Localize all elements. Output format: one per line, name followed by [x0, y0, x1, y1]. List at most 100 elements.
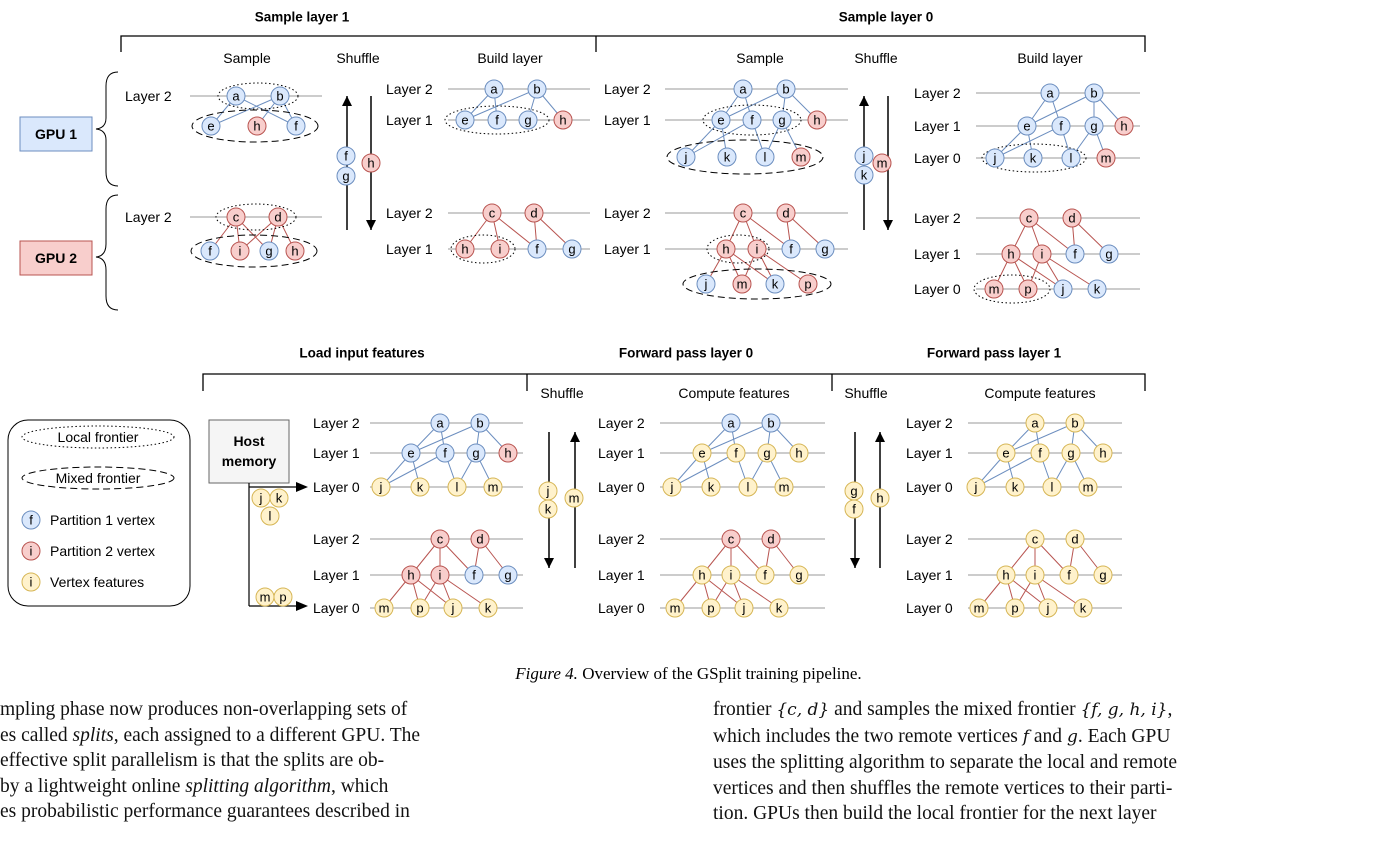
vertex-letter-e: e: [207, 119, 214, 134]
vertex-letter-p: p: [1024, 282, 1031, 297]
vertex-letter-h: h: [407, 568, 414, 583]
local-frontier: [973, 274, 1051, 304]
vertex-letter-a: a: [1046, 86, 1054, 101]
layer-1-label: Layer 1: [914, 118, 961, 134]
vertex-letter-h: h: [253, 119, 260, 134]
vertex-f: [755, 565, 775, 585]
header-forward-0: Forward pass layer 0: [619, 346, 753, 361]
vertex-letter-h: h: [722, 242, 729, 257]
layer-2-label: Layer 2: [914, 85, 961, 101]
header-load-features: Load input features: [299, 346, 424, 361]
vertex-letter-i: i: [1041, 247, 1044, 262]
vertex-f: [1065, 244, 1085, 264]
left-line-2: es called splits, each assigned to a dif…: [0, 724, 421, 746]
vertex-g: [772, 110, 792, 130]
vertex-letter-g: g: [524, 113, 531, 128]
vertex-letter-c: c: [437, 532, 444, 547]
layer-2-label: Layer 2: [598, 415, 645, 431]
vertex-m: [665, 598, 685, 618]
header-sample-layer-1: Sample layer 1: [255, 10, 350, 25]
layer-0-label: Layer 0: [914, 281, 961, 297]
vertex-letter-b: b: [782, 82, 789, 97]
vertex-letter-k: k: [772, 277, 779, 292]
vertex-a: [226, 86, 246, 106]
shuffle-arrow-down-head: [850, 558, 860, 568]
right-line-5: tion. GPUs then build the local frontier…: [713, 803, 1157, 824]
vertex-h: [498, 443, 518, 463]
vertex-letter-b: b: [533, 82, 540, 97]
layer-1-label: Layer 1: [604, 112, 651, 128]
gpu1-label: GPU 1: [35, 126, 77, 142]
vertex-letter-f: f: [750, 113, 754, 128]
vertex-b: [270, 86, 290, 106]
shuffle-arrow-down-head: [883, 220, 893, 230]
vertex-letter-m: m: [670, 601, 681, 616]
edge-b-e: [210, 95, 281, 127]
vertex-letter-b: b: [767, 416, 774, 431]
vertex-letter-m: m: [379, 601, 390, 616]
edge-f-j: [671, 452, 737, 488]
vertex-letter-d: d: [530, 206, 537, 221]
vertex-letter-m: m: [737, 277, 748, 292]
vertex-letter-f: f: [1038, 446, 1042, 461]
vertex-letter-m: m: [989, 282, 1000, 297]
vertex-letter-h: h: [291, 244, 298, 259]
legend-partition-1-swatch: [21, 510, 41, 530]
vertex-letter-m: m: [877, 156, 888, 171]
right-line-2: which includes the two remote vertices f…: [713, 725, 1171, 747]
vertex-k: [765, 274, 785, 294]
vertex-letter-j: j: [993, 151, 997, 166]
vertex-letter-d: d: [767, 532, 774, 547]
edge-i-p: [756, 248, 809, 285]
vertex-c: [721, 529, 741, 549]
local-frontier: [450, 234, 516, 264]
layer-2-label: Layer 2: [386, 205, 433, 221]
vertex-letter-a: a: [490, 82, 498, 97]
layer-1-label: Layer 1: [604, 241, 651, 257]
vertex-a: [733, 79, 753, 99]
vertex-f: [1051, 116, 1071, 136]
vertex-letter-m: m: [260, 590, 271, 605]
edge-b-e: [1026, 92, 1095, 127]
vertex-letter-j: j: [1046, 601, 1050, 616]
vertex-letter-l: l: [1070, 151, 1073, 166]
col-shuffle-2: Shuffle: [854, 50, 898, 66]
layer-1-label: Layer 1: [906, 445, 953, 461]
vertex-letter-k: k: [776, 601, 783, 616]
vertex-letter-m: m: [974, 601, 985, 616]
vertex-k: [538, 499, 558, 519]
vertex-p: [701, 598, 721, 618]
vertex-letter-k: k: [276, 491, 283, 506]
vertex-letter-c: c: [728, 532, 735, 547]
vertex-j: [676, 147, 696, 167]
vertex-letter-g: g: [763, 446, 770, 461]
legend-local-frontier-shape: [21, 425, 175, 449]
top-bracket: [120, 35, 1146, 52]
vertex-a: [484, 79, 504, 99]
vertex-letter-f: f: [294, 119, 298, 134]
vertex-letter-l: l: [747, 480, 750, 495]
vertex-h: [716, 239, 736, 259]
vertex-letter-e: e: [698, 446, 705, 461]
col-shuffle-4: Shuffle: [844, 385, 888, 401]
vertex-h: [692, 565, 712, 585]
caption-text: Overview of the GSplit training pipeline…: [577, 664, 862, 683]
layer-2-label: Layer 2: [313, 531, 360, 547]
vertex-f: [286, 116, 306, 136]
vertex-l: [738, 477, 758, 497]
edge-f-j: [975, 452, 1041, 488]
vertex-letter-g: g: [265, 244, 272, 259]
vertex-letter-j: j: [259, 491, 263, 506]
vertex-letter-h: h: [1099, 446, 1106, 461]
right-line-3: uses the splitting algorithm to separate…: [713, 752, 1178, 773]
layer-0-label: Layer 0: [906, 600, 953, 616]
vertex-h: [1001, 244, 1021, 264]
col-build-2: Build layer: [1017, 50, 1083, 66]
layer-0-label: Layer 0: [313, 600, 360, 616]
vertex-f: [781, 239, 801, 259]
vertex-letter-g: g: [850, 484, 857, 499]
vertex-j: [854, 146, 874, 166]
vertex-e: [692, 443, 712, 463]
vertex-p: [1018, 279, 1038, 299]
vertex-d: [268, 207, 288, 227]
